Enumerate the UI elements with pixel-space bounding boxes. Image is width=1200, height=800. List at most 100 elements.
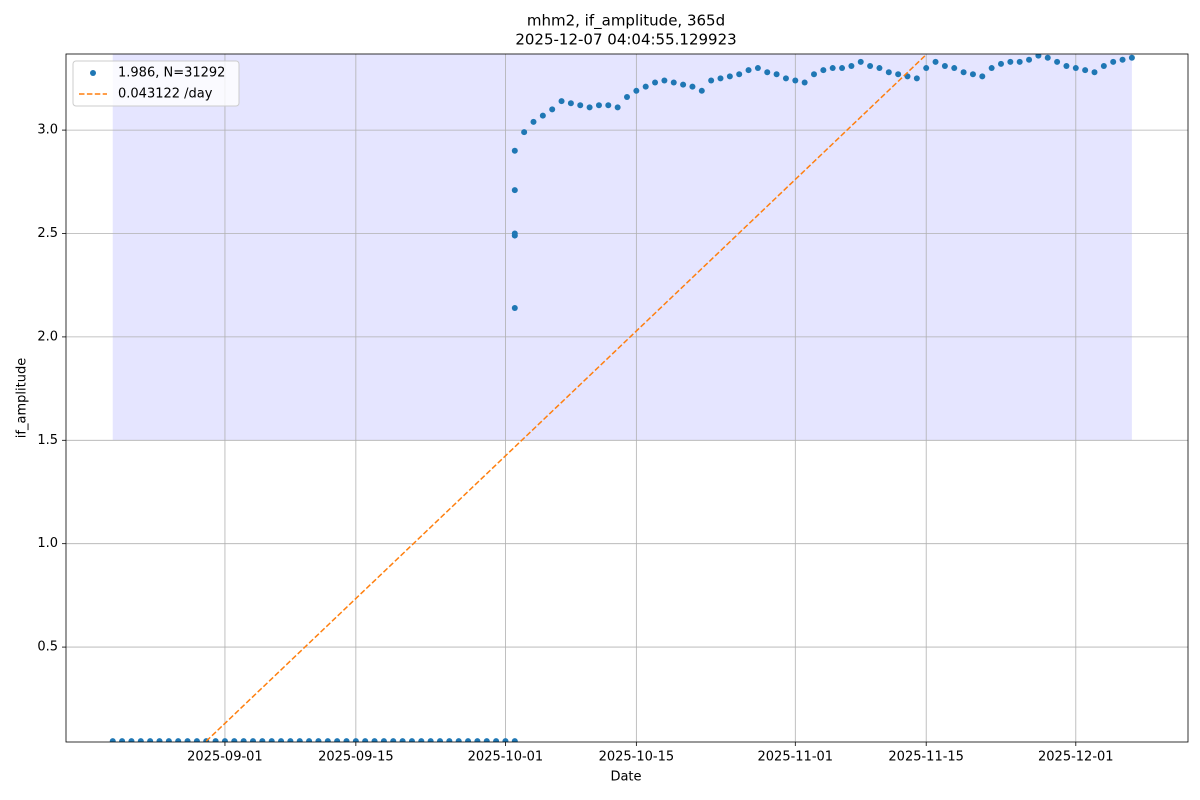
data-point <box>876 65 883 72</box>
data-point <box>418 738 425 742</box>
data-point <box>811 71 817 78</box>
x-tick-label: 2025-11-15 <box>888 750 964 765</box>
data-point <box>932 58 939 65</box>
data-point <box>250 738 256 742</box>
legend-label: 0.043122 /day <box>118 87 213 102</box>
y-tick-label: 1.0 <box>37 536 58 551</box>
data-point <box>306 738 313 742</box>
x-tick-label: 2025-12-01 <box>1038 750 1114 765</box>
data-point <box>605 102 612 109</box>
range-band <box>112 54 1132 441</box>
data-point <box>624 94 630 101</box>
data-point <box>960 69 967 76</box>
data-point <box>184 738 191 742</box>
data-point <box>119 738 126 742</box>
data-point <box>1044 54 1051 61</box>
data-point <box>764 69 771 76</box>
data-point <box>1035 54 1042 59</box>
data-point <box>240 738 247 742</box>
data-point <box>1072 65 1079 72</box>
data-point <box>745 67 752 74</box>
data-point <box>408 738 415 742</box>
data-point <box>371 738 378 742</box>
data-point <box>287 738 294 742</box>
chart-subtitle: 2025-12-07 04:04:55.129923 <box>515 31 736 49</box>
data-point <box>530 118 537 125</box>
data-point <box>895 71 902 78</box>
data-point <box>969 71 976 78</box>
data-point <box>801 79 808 86</box>
data-point <box>923 65 930 72</box>
data-point <box>1119 56 1126 63</box>
data-point <box>885 69 892 76</box>
x-axis-label: Date <box>610 770 641 785</box>
data-point <box>680 81 687 88</box>
data-point <box>857 58 864 65</box>
data-point <box>446 738 453 742</box>
x-tick-label: 2025-10-15 <box>599 750 675 765</box>
data-point <box>642 83 649 90</box>
data-point <box>539 112 546 119</box>
plot-frame <box>65 53 1189 743</box>
data-point <box>455 738 462 742</box>
y-axis-label: if_amplitude <box>15 358 30 438</box>
y-tick-label: 2.5 <box>37 226 58 241</box>
legend-marker <box>90 70 96 76</box>
data-point <box>474 738 481 742</box>
data-point <box>998 60 1004 67</box>
data-point <box>577 102 584 109</box>
data-point <box>511 304 518 311</box>
data-point <box>511 738 518 742</box>
data-point <box>586 104 593 111</box>
data-point <box>754 65 761 72</box>
data-point <box>567 100 574 107</box>
data-point <box>390 738 397 742</box>
data-point <box>511 187 518 194</box>
data-point <box>128 738 135 742</box>
data-point <box>652 79 659 86</box>
data-point <box>951 65 958 72</box>
data-point <box>521 129 528 136</box>
data-point <box>380 738 387 742</box>
data-point <box>595 102 602 109</box>
data-point <box>147 738 154 742</box>
data-point <box>1100 62 1107 69</box>
data-point <box>941 62 948 69</box>
data-point <box>437 738 443 742</box>
data-point <box>362 738 369 742</box>
legend-box <box>72 60 240 107</box>
data-point <box>483 738 490 742</box>
data-point <box>343 738 350 742</box>
data-point <box>549 106 556 113</box>
data-point <box>848 62 855 69</box>
data-point <box>614 104 621 111</box>
data-point <box>689 83 696 90</box>
data-point <box>1054 58 1061 65</box>
data-point <box>988 65 995 72</box>
y-tick-label: 2.0 <box>37 329 58 344</box>
data-point <box>334 738 341 742</box>
data-point <box>511 232 518 239</box>
data-point <box>736 71 743 78</box>
data-point <box>558 98 565 105</box>
y-tick-label: 1.5 <box>37 433 58 448</box>
data-point <box>175 738 182 742</box>
data-point <box>1128 54 1135 61</box>
data-point <box>782 75 789 82</box>
data-point <box>661 77 668 84</box>
data-point <box>1110 58 1117 65</box>
data-point <box>717 75 724 82</box>
y-tick-label: 3.0 <box>37 123 58 138</box>
data-point <box>193 738 200 742</box>
x-tick-label: 2025-10-01 <box>468 750 544 765</box>
x-tick-label: 2025-11-01 <box>758 750 834 765</box>
data-point <box>212 738 219 742</box>
data-point <box>231 738 238 742</box>
data-point <box>296 738 303 742</box>
data-point <box>792 77 799 84</box>
data-point <box>820 67 827 74</box>
data-point <box>109 738 116 742</box>
data-point <box>315 738 322 742</box>
data-point <box>829 65 836 72</box>
